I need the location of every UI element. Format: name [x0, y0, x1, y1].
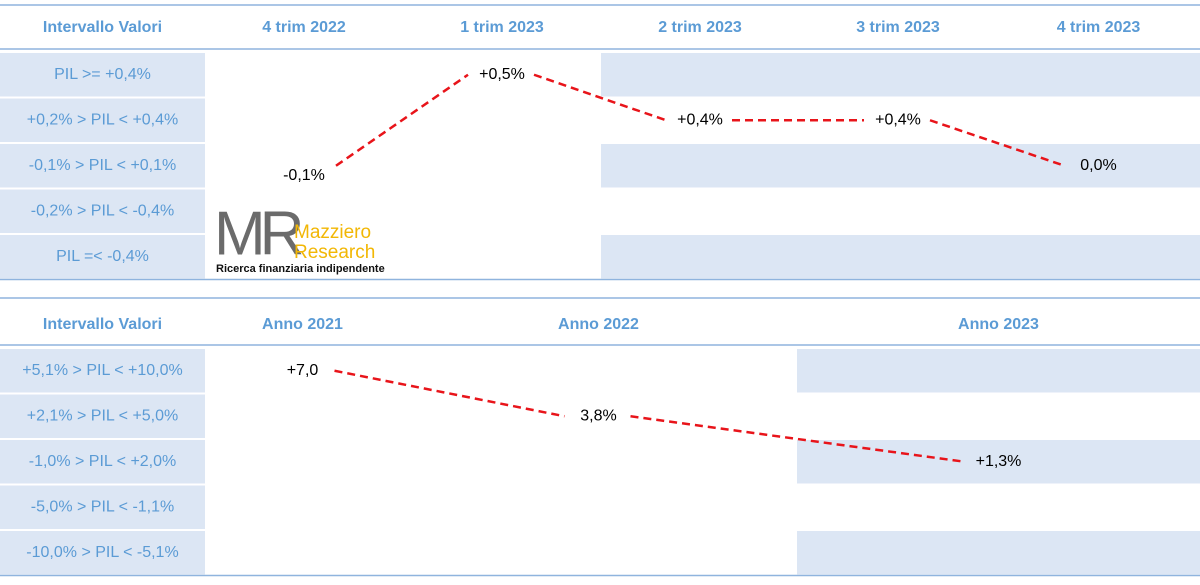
range-label: +5,1% > PIL < +10,0% [22, 362, 182, 379]
forecast-label: +0,5% [479, 66, 525, 83]
trend-line [335, 73, 469, 167]
trend-line [334, 369, 565, 418]
row-band [601, 144, 1200, 188]
logo-name: Mazziero [294, 222, 371, 243]
range-cell-bg [0, 349, 205, 393]
range-cell-bg [0, 440, 205, 484]
column-header: Anno 2022 [558, 316, 639, 333]
column-header: Anno 2021 [262, 316, 343, 333]
range-cell-bg [0, 189, 205, 233]
range-cell-bg [0, 144, 205, 188]
range-label: -0,2% > PIL < -0,4% [31, 202, 174, 219]
range-cell-bg [0, 235, 205, 279]
column-header: 2 trim 2023 [658, 19, 742, 36]
range-label: -5,0% > PIL < -1,1% [31, 498, 174, 515]
range-label: PIL >= +0,4% [54, 66, 151, 83]
range-cell-bg [0, 531, 205, 575]
forecast-label: 0,0% [1080, 157, 1116, 174]
trend-line [630, 415, 965, 463]
forecast-label: 3,8% [580, 407, 616, 424]
trend-line [533, 73, 667, 122]
range-label: +0,2% > PIL < +0,4% [27, 111, 179, 128]
logo: MR Mazziero Research Ricerca finanziaria… [214, 199, 385, 275]
row-band [797, 531, 1200, 575]
column-header: Intervallo Valori [43, 316, 162, 333]
range-label: +2,1% > PIL < +5,0% [27, 407, 179, 424]
forecast-label: +0,4% [875, 111, 921, 128]
range-cell-bg [0, 98, 205, 142]
column-header: Anno 2023 [958, 316, 1039, 333]
column-header: 4 trim 2023 [1057, 19, 1141, 36]
range-label: -0,1% > PIL < +0,1% [29, 157, 177, 174]
column-header: Intervallo Valori [43, 19, 162, 36]
column-header: 4 trim 2022 [262, 19, 346, 36]
range-label: PIL =< -0,4% [56, 248, 149, 265]
logo-mark: MR [214, 199, 302, 268]
forecast-label: +7,0 [287, 362, 319, 379]
forecast-label: +1,3% [976, 453, 1022, 470]
logo-name: Research [294, 242, 375, 263]
logo-tagline: Ricerca finanziaria indipendente [216, 263, 385, 275]
row-band [797, 349, 1200, 393]
range-label: -10,0% > PIL < -5,1% [26, 544, 178, 561]
range-cell-bg [0, 485, 205, 529]
column-header: 3 trim 2023 [856, 19, 940, 36]
range-cell-bg [0, 53, 205, 97]
range-label: -1,0% > PIL < +2,0% [29, 453, 177, 470]
forecast-label: -0,1% [283, 167, 325, 184]
row-band [601, 235, 1200, 279]
column-header: 1 trim 2023 [460, 19, 544, 36]
trend-line [929, 119, 1065, 167]
row-band [601, 53, 1200, 97]
forecast-label: +0,4% [677, 111, 723, 128]
range-cell-bg [0, 394, 205, 438]
